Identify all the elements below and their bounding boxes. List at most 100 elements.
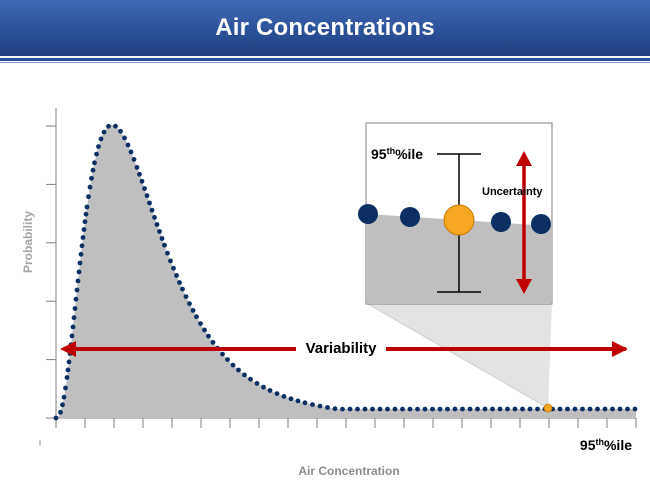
curve-dot [71,315,77,321]
curve-dot [206,333,211,339]
curve-dot [58,409,63,415]
inset-percentile-label: 95th%ile [371,146,424,162]
curve-dot [60,402,65,408]
curve-dot [65,367,71,373]
curve-dot [482,406,488,412]
curve-dot [139,178,145,184]
curve-dot [407,406,413,412]
curve-dot [452,406,458,412]
curve-dot [72,306,78,311]
curve-dot [274,391,280,396]
curve-dot [53,415,59,421]
curve-dot [154,222,160,227]
variability-arrow-head-right [612,341,628,357]
curve-dot [66,359,72,365]
curve-dot [194,314,199,320]
curve-dot [82,219,88,225]
curve-dot [220,351,225,357]
curve-dot [73,296,79,302]
curve-dot [157,229,162,234]
inset-dot [400,207,420,227]
curve-dot [281,394,287,399]
zoom-connector-edge [367,303,549,409]
curve-dot [70,324,76,330]
curve-dot [106,123,111,129]
curve-dot [83,211,89,217]
curve-dot [400,406,405,412]
curve-dot [149,207,155,213]
curve-dot [225,357,230,362]
curve-dot [76,269,82,275]
curve-dot [152,215,157,220]
curve-dot [587,406,593,412]
curve-dot [445,406,450,412]
curve-dot [248,376,253,382]
distribution-area [56,125,636,418]
curve-dot [87,184,93,190]
curve-dot [332,406,338,412]
curve-dot [128,149,134,155]
curve-dot [437,406,443,412]
curve-dot [81,227,87,232]
title-divider [0,58,650,61]
curve-dot [122,135,127,141]
curve-dot [190,308,196,313]
curve-dot [430,406,435,412]
curve-dot [362,406,368,412]
curve-dot [113,123,118,129]
curve-dot [467,406,473,412]
curve-dot [317,403,323,409]
curve-dot [355,406,360,412]
title-divider-thin [0,62,650,63]
curve-dot [347,406,353,412]
curve-dot [377,406,383,412]
curve-dot [370,406,375,412]
curve-dot [520,406,525,412]
curve-dot [168,258,173,264]
curve-dot [69,333,75,339]
curve-dot [84,204,90,210]
inset-dot [491,212,511,232]
curve-dot [96,144,101,150]
curve-dot [165,250,170,256]
curve-dot [385,406,390,412]
curve-dot [535,406,540,412]
curve-dot [325,405,330,410]
curve-dot [79,243,85,249]
curve-dot [490,406,495,412]
curve-dot [580,406,585,412]
distribution-dots [53,123,638,421]
curve-dot [261,384,266,390]
uncertainty-label: Uncertainty [482,186,543,198]
curve-dot [310,402,315,407]
curve-dot [98,136,104,142]
curve-dot [78,251,84,257]
percentile-axis-label: 95th%ile [579,437,632,453]
curve-dot [527,406,533,412]
variability-arrow-head-left [60,341,76,357]
curve-dot [254,381,260,386]
percentile-point [543,403,553,413]
curve-dot [512,406,518,412]
curve-dot [422,406,428,412]
percentile-point-large [443,204,475,236]
curve-dot [295,398,301,404]
curve-dot [210,340,216,345]
inset-dot [358,204,378,224]
curve-dot [171,265,176,271]
curve-dot [89,175,94,181]
curve-dot [92,160,97,166]
curve-dot [147,200,152,206]
curve-dot [572,406,578,412]
curve-dot [202,327,207,333]
curve-dot [610,406,615,412]
curve-dot [392,406,398,412]
curve-dot [242,372,247,378]
curve-dot [162,242,167,248]
curve-dot [595,406,600,412]
curve-dot [134,165,140,170]
curve-dot [63,385,68,391]
curve-dot [187,301,192,307]
curve-dot [497,406,503,412]
